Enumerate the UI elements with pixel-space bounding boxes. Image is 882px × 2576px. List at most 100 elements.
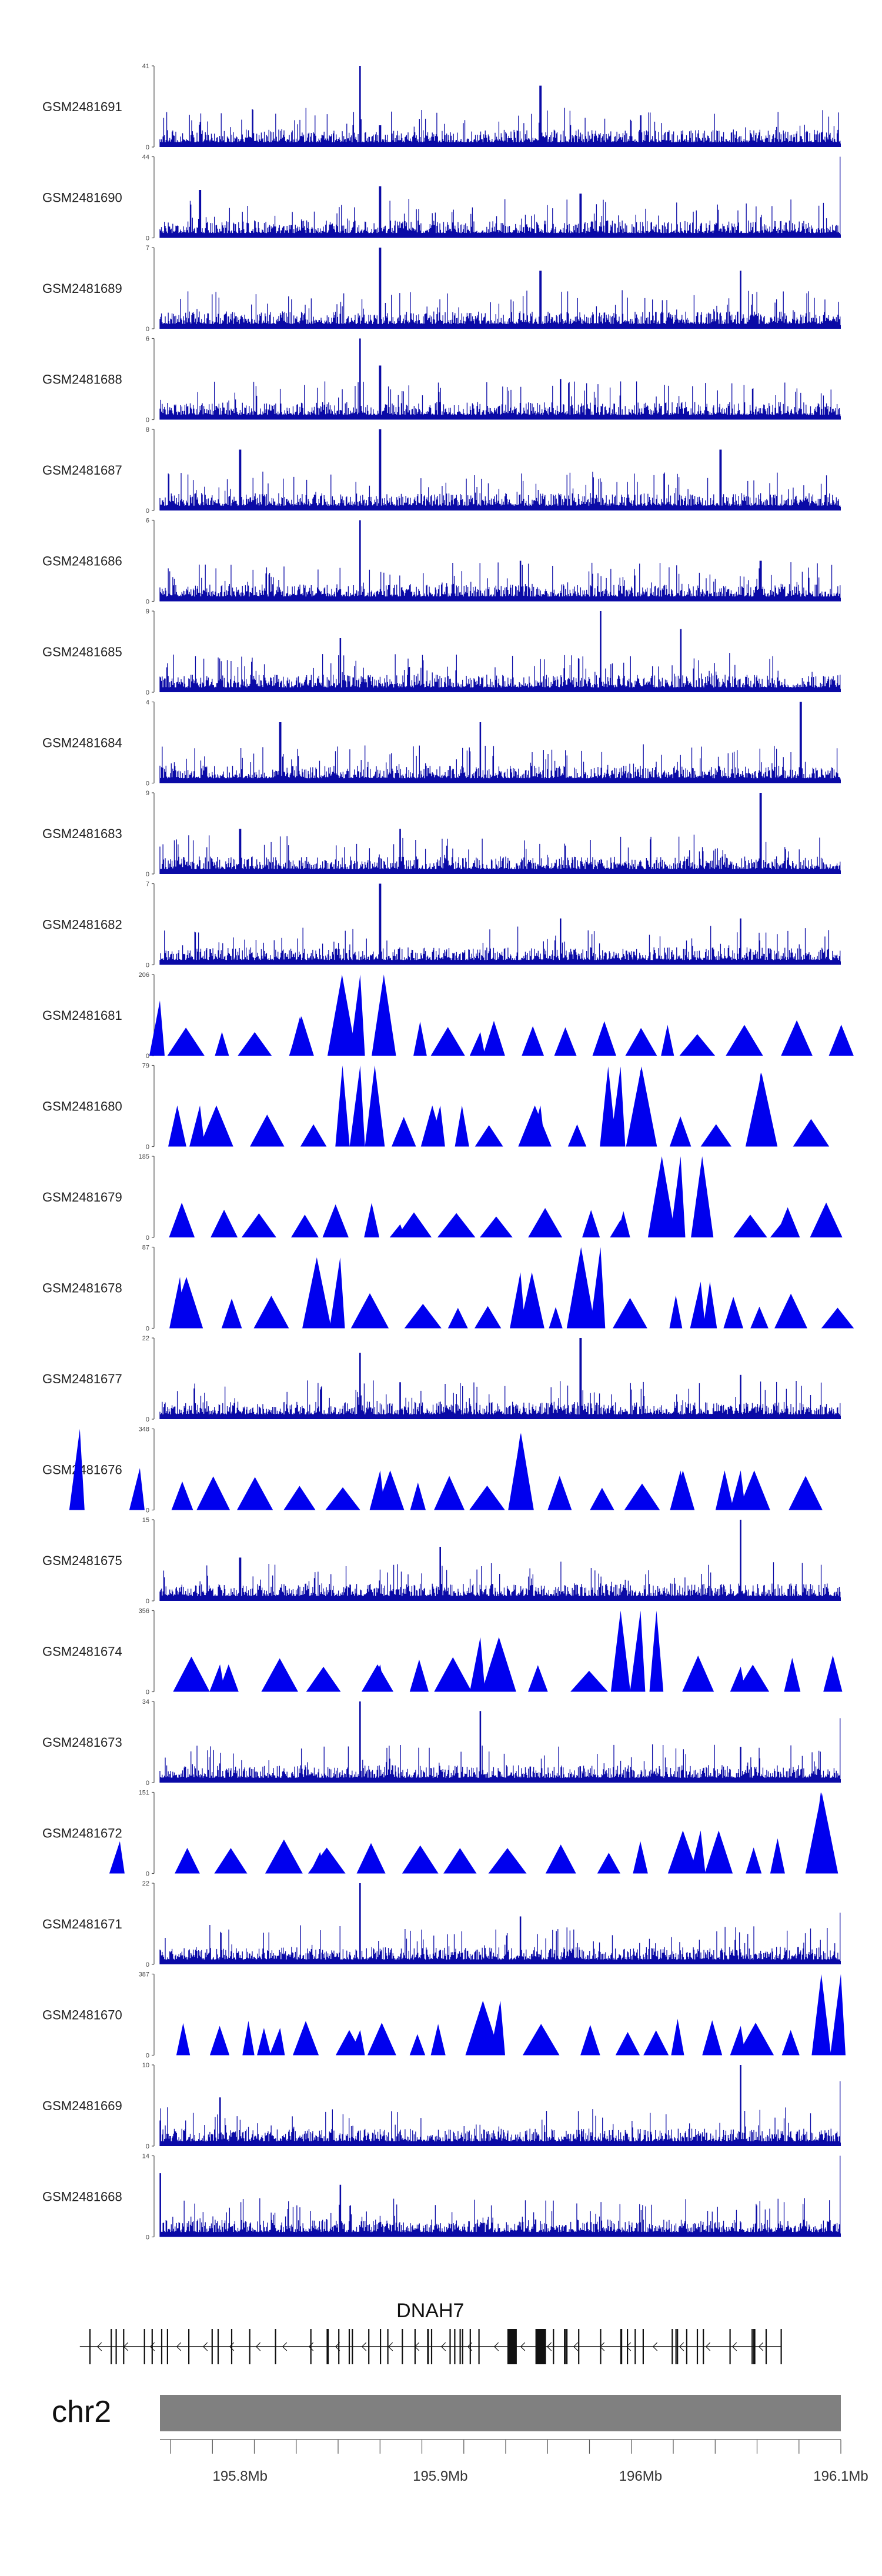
signal-bars	[159, 66, 841, 147]
signal-peak-major	[309, 1851, 325, 1874]
signal-bars	[159, 2065, 841, 2146]
gene-exon	[753, 2329, 755, 2364]
track-GSM2481685: GSM2481685 9 0	[42, 608, 841, 696]
gene-exon	[161, 2329, 163, 2364]
gene-exon	[454, 2329, 456, 2364]
gene-exon	[677, 2329, 679, 2364]
y-min-label: 0	[146, 1326, 149, 1333]
strand-arrow	[731, 2342, 737, 2351]
signal-bars	[159, 611, 841, 692]
track-GSM2481673: GSM2481673 34 0	[42, 1699, 841, 1787]
gene-exon	[478, 2329, 480, 2364]
gene-exon	[151, 2329, 153, 2364]
signal-peak-major	[429, 1105, 445, 1147]
track-label: GSM2481669	[42, 2098, 122, 2113]
signal-peak	[214, 1848, 248, 1874]
signal-bars	[159, 156, 841, 238]
y-min-label: 0	[146, 417, 149, 424]
signal-peak	[750, 1306, 769, 1329]
signal-peak	[669, 1295, 683, 1329]
signal-peak-major	[349, 975, 365, 1056]
signal-peak	[218, 1664, 239, 1692]
y-min-label: 0	[146, 1689, 149, 1696]
gene-exon	[166, 2329, 168, 2364]
y-min-label: 0	[146, 1053, 149, 1060]
y-max-label: 41	[142, 63, 149, 70]
track-GSM2481680: GSM2481680 79 0	[42, 1063, 830, 1151]
y-min-label: 0	[146, 962, 149, 969]
signal-peak	[168, 1105, 186, 1147]
y-max-label: 185	[139, 1153, 149, 1160]
signal-baseline	[160, 689, 841, 692]
signal-peak-major	[369, 1470, 385, 1510]
y-min-label: 0	[146, 1598, 149, 1605]
signal-peak	[547, 1476, 572, 1510]
gene-exon	[188, 2329, 190, 2364]
signal-bars	[159, 793, 841, 874]
y-max-label: 7	[146, 245, 149, 252]
track-label: GSM2481675	[42, 1553, 122, 1568]
track-GSM2481690: GSM2481690 44 0	[42, 154, 841, 242]
signal-peak	[774, 1293, 807, 1329]
y-max-label: 9	[146, 790, 149, 797]
y-max-label: 356	[139, 1608, 149, 1615]
signal-peak	[409, 1659, 429, 1692]
signal-peak	[704, 1830, 733, 1874]
strand-arrow	[758, 2342, 764, 2351]
y-max-label: 10	[142, 2062, 149, 2069]
signal-bars	[159, 1520, 841, 1601]
signal-peak	[736, 1664, 770, 1692]
gene-exon	[671, 2329, 673, 2364]
strand-arrow	[626, 2342, 632, 2351]
signal-peak-major	[590, 1247, 606, 1329]
signal-bars	[159, 1701, 841, 1783]
strand-arrow	[361, 2342, 367, 2351]
gene-exon	[387, 2329, 389, 2364]
signal-peak-major	[109, 1841, 125, 1874]
signal-peak	[293, 2021, 319, 2056]
signal-peak	[793, 1119, 830, 1147]
signal-peak	[669, 1116, 691, 1147]
signal-peak-major	[469, 1032, 485, 1056]
signal-peak-major	[670, 1156, 686, 1237]
chromosome-label: chr2	[52, 2395, 111, 2429]
strand-arrow	[255, 2342, 261, 2351]
gene-exon	[352, 2329, 353, 2364]
y-max-label: 206	[139, 972, 149, 979]
gene-exon	[564, 2329, 566, 2364]
signal-peak	[483, 1020, 505, 1056]
gene-exon	[249, 2329, 250, 2364]
y-min-label: 0	[146, 144, 149, 151]
signal-tracks: GSM2481691410GSM2481690440GSM248168970GS…	[42, 63, 854, 2241]
signal-peak	[733, 1214, 767, 1237]
track-GSM2481684: GSM2481684 4 0	[42, 699, 841, 788]
signal-peak-major	[129, 1468, 145, 1510]
gene-exon	[402, 2329, 403, 2364]
signal-peak-major	[810, 1792, 826, 1874]
signal-peak	[600, 1066, 617, 1147]
signal-peak	[746, 1847, 762, 1874]
track-label: GSM2481673	[42, 1735, 122, 1750]
track-GSM2481675: GSM2481675 15 0	[42, 1517, 841, 1605]
strand-arrow	[176, 2342, 182, 2351]
gene-exon	[230, 2329, 233, 2364]
signal-peak	[396, 1212, 432, 1237]
signal-peak	[682, 1656, 714, 1692]
track-label: GSM2481670	[42, 2008, 122, 2023]
track-label: GSM2481681	[42, 1008, 122, 1023]
signal-peak-major	[389, 1224, 405, 1237]
signal-peak	[784, 1657, 801, 1692]
gene-name-label: DNAH7	[396, 2300, 464, 2322]
signal-bars	[159, 1338, 841, 1419]
y-min-label: 0	[146, 871, 149, 878]
signal-peak-major	[730, 1470, 746, 1510]
signal-baseline	[160, 144, 841, 147]
track-GSM2481671: GSM2481671 22 0	[42, 1880, 841, 1968]
signal-peak	[781, 2030, 800, 2056]
signal-peak	[580, 2024, 600, 2056]
signal-peak	[257, 2028, 271, 2056]
signal-peak-major	[329, 1257, 345, 1329]
track-label: GSM2481686	[42, 554, 122, 569]
y-max-label: 87	[142, 1244, 149, 1252]
gene-exon	[686, 2329, 687, 2364]
